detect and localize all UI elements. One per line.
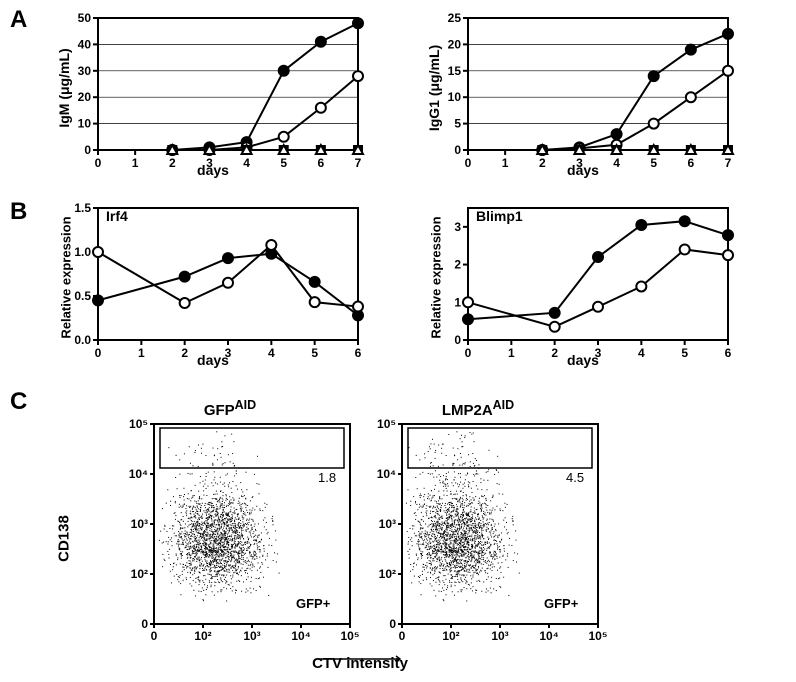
svg-text:10³: 10³: [379, 517, 396, 531]
svg-text:40: 40: [78, 37, 92, 51]
svg-text:1.5: 1.5: [74, 201, 91, 215]
svg-text:10: 10: [78, 117, 92, 131]
scatter-gfp: GFPAID 0 10² 10³ 10⁴ 10⁵ 0 10² 10³ 10⁴ 10⁵ 1.8 GF…: [120, 398, 360, 658]
svg-text:0: 0: [84, 143, 91, 157]
igg1-ylabel: IgG1 (μg/mL): [426, 38, 442, 138]
svg-text:15: 15: [448, 64, 462, 78]
svg-text:0: 0: [454, 333, 461, 347]
chart-blimp1: Relative expression Blimp1 01230123456 d…: [428, 200, 738, 370]
chart-irf4: Relative expression Irf4 0.00.51.01.5012…: [58, 200, 368, 370]
svg-text:10⁵: 10⁵: [589, 629, 608, 643]
svg-text:10²: 10²: [442, 629, 459, 643]
svg-text:2: 2: [454, 258, 461, 272]
cd138-ylabel: CD138: [56, 499, 73, 579]
svg-text:0.5: 0.5: [74, 289, 91, 303]
svg-text:10³: 10³: [491, 629, 508, 643]
gfp-gate-value: 1.8: [318, 470, 336, 485]
chart-igg1: IgG1 (μg/mL) 051015202501234567 days: [428, 10, 738, 180]
lmp2a-gate-value: 4.5: [566, 470, 584, 485]
svg-text:3: 3: [454, 220, 461, 234]
panel-b-label: B: [10, 198, 27, 226]
svg-text:10⁵: 10⁵: [377, 418, 396, 431]
svg-text:10²: 10²: [194, 629, 211, 643]
igg1-svg: 051015202501234567: [428, 10, 738, 180]
blimp1-ylabel: Relative expression: [429, 208, 444, 348]
igm-xlabel: days: [58, 162, 368, 178]
svg-text:10²: 10²: [379, 567, 396, 581]
lmp2a-title-pre: LMP2A: [442, 402, 493, 419]
blimp1-title: Blimp1: [476, 208, 523, 224]
scatter-gfp-title: GFPAID: [120, 398, 340, 419]
svg-text:10: 10: [448, 90, 462, 104]
blimp1-svg: 01230123456: [428, 200, 738, 370]
scatter-gfp-svg: 0 10² 10³ 10⁴ 10⁵ 0 10² 10³ 10⁴ 10⁵: [120, 418, 360, 658]
chart-igm: IgM (μg/mL) 0102030405001234567 days: [58, 10, 368, 180]
panel-a-label: A: [10, 6, 27, 34]
svg-text:10⁴: 10⁴: [539, 629, 558, 643]
svg-text:25: 25: [448, 11, 462, 25]
svg-text:0: 0: [454, 143, 461, 157]
gfp-title-sup: AID: [235, 398, 257, 412]
gfp-plus-0: GFP+: [296, 596, 330, 611]
panel-c-label: C: [10, 388, 27, 416]
svg-text:30: 30: [78, 64, 92, 78]
igm-svg: 0102030405001234567: [58, 10, 368, 180]
gfp-title-pre: GFP: [204, 402, 235, 419]
svg-text:0: 0: [141, 617, 148, 631]
igg1-xlabel: days: [428, 162, 738, 178]
svg-text:10⁴: 10⁴: [291, 629, 310, 643]
blimp1-xlabel: days: [428, 352, 738, 368]
svg-text:10³: 10³: [243, 629, 260, 643]
svg-text:10⁴: 10⁴: [377, 467, 396, 481]
irf4-title: Irf4: [106, 208, 128, 224]
irf4-svg: 0.00.51.01.50123456: [58, 200, 368, 370]
svg-text:0: 0: [151, 629, 158, 643]
lmp2a-title-sup: AID: [493, 398, 515, 412]
scatter-lmp2a: LMP2AAID 010²10³10⁴10⁵010²10³10⁴10⁵ 4.5 …: [368, 398, 608, 658]
gfp-plus-1: GFP+: [544, 596, 578, 611]
scatter-lmp2a-title: LMP2AAID: [368, 398, 588, 419]
svg-text:5: 5: [454, 117, 461, 131]
scatter-lmp2a-svg: 0 10² 10³ 10⁴ 10⁵ 0 10² 10³ 10⁴ 10⁵: [368, 418, 608, 658]
svg-text:1.0: 1.0: [74, 245, 91, 259]
igm-ylabel: IgM (μg/mL): [56, 38, 72, 138]
svg-text:10⁵: 10⁵: [341, 629, 360, 643]
irf4-xlabel: days: [58, 352, 368, 368]
svg-text:0: 0: [399, 629, 406, 643]
svg-text:1: 1: [454, 295, 461, 309]
svg-text:0: 0: [389, 617, 396, 631]
svg-text:10²: 10²: [131, 567, 148, 581]
svg-text:20: 20: [78, 90, 92, 104]
svg-text:20: 20: [448, 37, 462, 51]
irf4-ylabel: Relative expression: [59, 208, 74, 348]
svg-text:50: 50: [78, 11, 92, 25]
svg-text:10⁵: 10⁵: [129, 418, 148, 431]
svg-text:10³: 10³: [131, 517, 148, 531]
svg-text:10⁴: 10⁴: [129, 467, 148, 481]
svg-text:0.0: 0.0: [74, 333, 91, 347]
